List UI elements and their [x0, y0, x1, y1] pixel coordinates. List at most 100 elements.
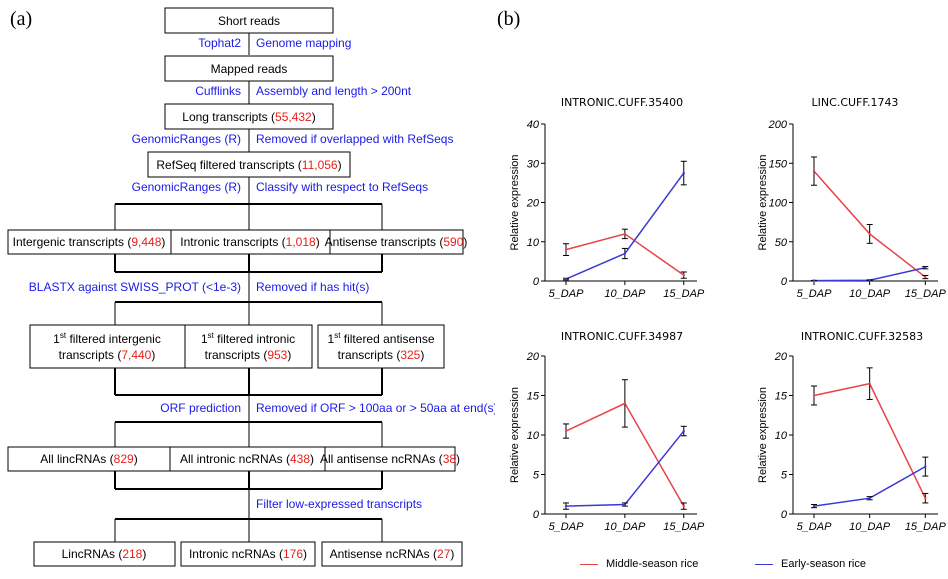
long-transcripts-box	[164, 103, 334, 130]
y-tick-label: 15	[527, 391, 540, 403]
data-point	[564, 429, 568, 433]
short-reads-box	[164, 7, 334, 34]
all-lincrnas-label: All lincRNAs (829)	[40, 452, 137, 466]
mapped-reads-label: Mapped reads	[211, 62, 288, 76]
x-tick-label: 15_DAP	[663, 288, 705, 300]
y-axis-label: Relative expression	[757, 387, 769, 483]
y-tick-label: 200	[768, 119, 788, 131]
first-intronic-box	[184, 324, 313, 369]
data-point	[924, 497, 927, 500]
data-point	[924, 275, 927, 279]
first-intergenic-line1: 1st filtered intergenic	[53, 331, 161, 346]
data-point	[623, 232, 627, 236]
data-point	[564, 277, 568, 281]
y-tick-label: 5	[781, 470, 788, 482]
x-tick-label: 15_DAP	[905, 521, 947, 533]
first-intronic-line2: transcripts (953)	[205, 348, 292, 362]
y-tick-label: 10	[775, 430, 788, 442]
data-point	[564, 248, 568, 251]
data-point	[924, 465, 927, 468]
chart-title: LINC.CUFF.1743	[812, 96, 899, 109]
y-tick-label: 0	[533, 509, 540, 521]
series-line	[565, 430, 685, 507]
y-tick-label: 0	[533, 276, 540, 288]
y-tick-label: 100	[769, 198, 788, 210]
x-tick-label: 10_DAP	[849, 521, 891, 533]
legend-early: Early-season rice	[755, 558, 866, 570]
step4-action: Classify with respect to RefSeqs	[256, 180, 428, 194]
series-line	[813, 266, 926, 282]
long-transcripts-label: Long transcripts (55,432)	[182, 110, 315, 124]
pipeline-flowchart: Short reads Mapped reads Long transcript…	[7, 7, 495, 567]
refseq-filtered-label: RefSeq filtered transcripts (11,056)	[156, 158, 341, 172]
step5-tool: BLASTX against SWISS_PROT (<1e-3)	[29, 280, 241, 294]
data-point	[682, 171, 685, 175]
y-tick-label: 0	[781, 509, 788, 521]
legend-early-swatch	[755, 563, 773, 565]
y-tick-label: 40	[527, 119, 540, 131]
step3-action: Removed if overlapped with RefSeqs	[256, 132, 453, 146]
data-point	[868, 279, 871, 282]
x-tick-label: 5_DAP	[549, 521, 585, 533]
first-intergenic-line2: transcripts (7,440)	[59, 348, 156, 362]
intronic-ncrnas-box	[180, 541, 316, 567]
intergenic-label: Intergenic transcripts (9,448)	[13, 235, 166, 249]
data-point	[868, 232, 871, 236]
chart-title: INTRONIC.CUFF.32583	[801, 330, 923, 343]
all-antisense-box	[324, 446, 456, 472]
x-tick-label: 10_DAP	[604, 288, 646, 300]
first-antisense-box	[317, 324, 445, 369]
x-tick-label: 10_DAP	[604, 521, 646, 533]
panel-b-label: (b)	[497, 8, 521, 30]
lincrnas-box	[33, 541, 176, 567]
legend-middle: Middle-season rice	[580, 558, 698, 570]
data-point	[564, 504, 568, 508]
y-tick-label: 50	[775, 237, 788, 249]
first-antisense-line2: transcripts (325)	[338, 348, 425, 362]
data-point	[812, 504, 816, 508]
step1-action: Genome mapping	[256, 36, 351, 50]
y-axis-label: Relative expression	[757, 155, 769, 251]
data-point	[812, 279, 816, 282]
series-line	[813, 382, 926, 499]
data-point	[812, 169, 816, 173]
panel-a-label: (a)	[10, 8, 33, 30]
legend-early-label: Early-season rice	[781, 558, 866, 570]
x-tick-label: 5_DAP	[797, 288, 833, 300]
step4-tool: GenomicRanges (R)	[132, 180, 241, 194]
antisense-box	[329, 229, 464, 255]
refseq-filtered-box	[147, 151, 351, 178]
legend-middle-swatch	[580, 563, 598, 565]
y-axis-label: Relative expression	[509, 387, 521, 483]
x-tick-label: 5_DAP	[797, 521, 833, 533]
y-tick-label: 150	[769, 158, 788, 170]
data-point	[623, 503, 627, 506]
y-tick-label: 20	[774, 351, 788, 363]
x-tick-label: 10_DAP	[849, 288, 891, 300]
step2-tool: Cufflinks	[195, 84, 241, 98]
data-point	[868, 497, 871, 500]
data-point	[682, 504, 685, 508]
y-tick-label: 20	[526, 198, 540, 210]
y-tick-label: 10	[527, 430, 540, 442]
all-intronic-label: All intronic ncRNAs (438)	[180, 452, 314, 466]
y-tick-label: 20	[526, 351, 540, 363]
step5-action: Removed if has hit(s)	[256, 280, 369, 294]
first-intronic-line1: 1st filtered intronic	[201, 331, 295, 346]
intronic-ncrnas-label: Intronic ncRNAs (176)	[189, 547, 307, 561]
data-point	[924, 266, 927, 269]
y-tick-label: 10	[527, 237, 540, 249]
chart-title: INTRONIC.CUFF.35400	[561, 96, 683, 109]
short-reads-label: Short reads	[218, 14, 280, 28]
antisense-label: Antisense transcripts (590)	[325, 235, 468, 249]
y-tick-label: 0	[781, 276, 788, 288]
x-tick-label: 5_DAP	[549, 288, 585, 300]
step6-tool: ORF prediction	[160, 401, 241, 415]
chart-title: INTRONIC.CUFF.34987	[561, 330, 683, 343]
data-point	[682, 429, 685, 433]
step6-action: Removed if ORF > 100aa or > 50aa at end(…	[256, 401, 495, 415]
antisense-ncrnas-label: Antisense ncRNAs (27)	[330, 547, 455, 561]
y-tick-label: 30	[527, 158, 540, 170]
x-tick-label: 15_DAP	[663, 521, 705, 533]
